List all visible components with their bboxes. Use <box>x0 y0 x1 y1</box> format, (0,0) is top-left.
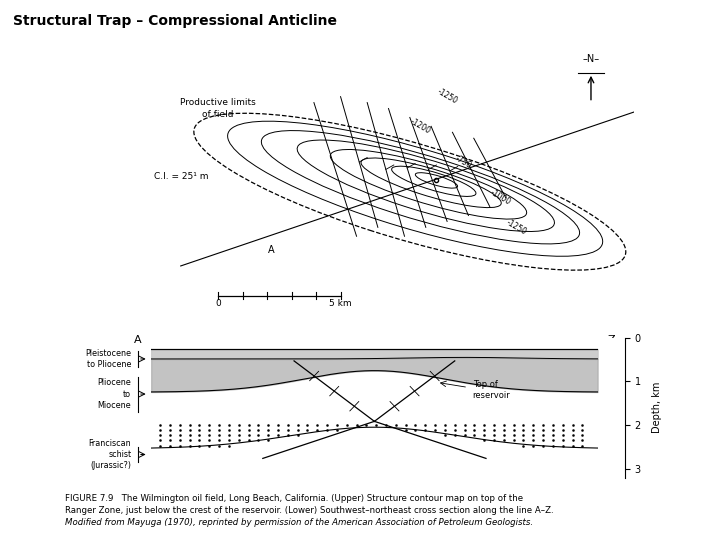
Y-axis label: Depth, km: Depth, km <box>652 382 662 434</box>
Text: Top of
reservoir: Top of reservoir <box>472 380 510 400</box>
Text: A: A <box>134 335 142 345</box>
Text: Productive limits
of field: Productive limits of field <box>180 98 256 119</box>
Text: -1000: -1000 <box>489 188 512 207</box>
Text: Pleistocene
to Pliocene: Pleistocene to Pliocene <box>85 349 131 369</box>
Text: 5 km: 5 km <box>329 299 352 308</box>
Text: 0: 0 <box>215 299 221 308</box>
Text: Franciscan
schist
(Jurassic?): Franciscan schist (Jurassic?) <box>89 439 131 470</box>
Text: A: A <box>268 245 274 255</box>
Text: –N–: –N– <box>582 54 600 64</box>
Text: Z: Z <box>607 335 615 345</box>
Text: Modified from Mayuga (1970), reprinted by permission of the American Association: Modified from Mayuga (1970), reprinted b… <box>65 518 533 527</box>
Text: -1250: -1250 <box>505 218 528 237</box>
Text: Pliocene
to
Miocene: Pliocene to Miocene <box>97 379 131 410</box>
Text: -1200: -1200 <box>409 117 432 136</box>
Text: -750: -750 <box>454 154 473 170</box>
Text: Structural Trap – Compressional Anticline: Structural Trap – Compressional Anticlin… <box>13 14 337 28</box>
Text: -1250: -1250 <box>436 87 459 106</box>
Text: FIGURE 7.9   The Wilmington oil field, Long Beach, California. (Upper) Structure: FIGURE 7.9 The Wilmington oil field, Lon… <box>65 494 523 503</box>
Text: C.I. = 25¹ m: C.I. = 25¹ m <box>154 172 209 181</box>
Text: Ranger Zone, just below the crest of the reservoir. (Lower) Southwest–northeast : Ranger Zone, just below the crest of the… <box>65 506 554 515</box>
